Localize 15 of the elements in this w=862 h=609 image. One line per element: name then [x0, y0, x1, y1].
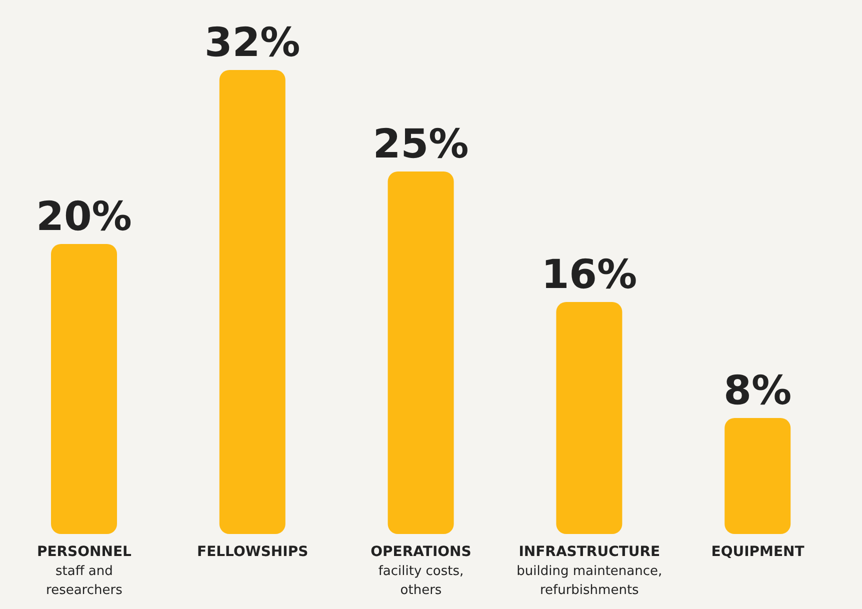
- data-label: 32%: [204, 20, 300, 66]
- x-tick-label: OPERATIONS facility costs, others: [370, 544, 472, 598]
- x-tick-label: EQUIPMENT: [711, 544, 805, 560]
- bar: [388, 172, 454, 534]
- bar: [51, 244, 117, 534]
- x-tick-label: PERSONNEL staff and researchers: [36, 544, 132, 598]
- data-label: 8%: [724, 368, 792, 414]
- data-label: 25%: [372, 122, 469, 168]
- data-label: 16%: [541, 252, 638, 298]
- data-label: 20%: [36, 194, 132, 240]
- x-tick-label: FELLOWSHIPS: [197, 544, 308, 560]
- x-tick-label: INFRASTRUCTURE building maintenance, refurbishments: [516, 544, 662, 598]
- bar: [556, 302, 622, 534]
- bar: [724, 418, 791, 534]
- bar: [219, 70, 286, 534]
